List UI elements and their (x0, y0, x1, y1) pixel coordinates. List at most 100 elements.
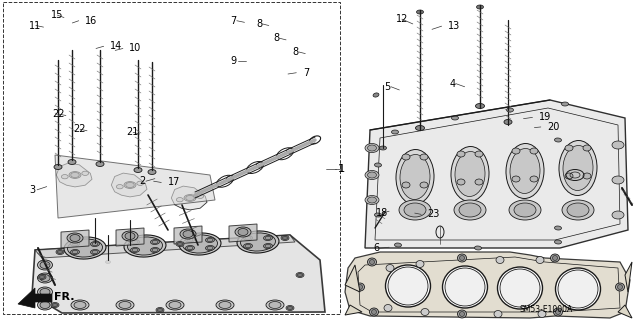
Ellipse shape (494, 310, 502, 317)
Ellipse shape (179, 233, 221, 255)
Ellipse shape (445, 268, 485, 306)
Ellipse shape (536, 256, 544, 263)
Ellipse shape (402, 182, 410, 188)
Ellipse shape (558, 270, 598, 308)
Ellipse shape (392, 130, 399, 134)
Ellipse shape (287, 307, 292, 309)
Ellipse shape (131, 240, 140, 244)
Ellipse shape (612, 141, 624, 149)
Ellipse shape (40, 301, 50, 308)
Ellipse shape (183, 231, 193, 238)
Ellipse shape (180, 229, 196, 239)
Text: 13: 13 (448, 21, 460, 31)
Polygon shape (35, 235, 295, 258)
Ellipse shape (451, 116, 458, 120)
Ellipse shape (374, 213, 381, 217)
Ellipse shape (205, 246, 214, 250)
Ellipse shape (186, 246, 195, 250)
Ellipse shape (52, 303, 58, 307)
Ellipse shape (92, 242, 98, 246)
Ellipse shape (475, 179, 483, 185)
Text: 4: 4 (449, 78, 456, 89)
Polygon shape (116, 228, 144, 246)
Ellipse shape (207, 246, 213, 250)
Polygon shape (345, 305, 362, 315)
Ellipse shape (281, 235, 289, 241)
Ellipse shape (72, 242, 78, 246)
Ellipse shape (530, 148, 538, 154)
Ellipse shape (618, 285, 623, 290)
Ellipse shape (556, 309, 561, 315)
Ellipse shape (374, 163, 381, 167)
Text: 20: 20 (547, 122, 559, 132)
Ellipse shape (476, 103, 484, 108)
Ellipse shape (365, 170, 379, 180)
Ellipse shape (70, 234, 80, 241)
Ellipse shape (358, 285, 362, 290)
Ellipse shape (245, 236, 251, 240)
Ellipse shape (367, 145, 376, 151)
Text: SM53-E1000A: SM53-E1000A (520, 305, 573, 314)
Ellipse shape (177, 242, 182, 246)
Ellipse shape (71, 173, 79, 178)
Ellipse shape (131, 248, 140, 253)
Ellipse shape (583, 173, 591, 179)
Ellipse shape (132, 240, 138, 244)
Ellipse shape (40, 276, 45, 278)
Polygon shape (625, 262, 632, 292)
Polygon shape (61, 230, 89, 248)
Text: 15: 15 (51, 10, 63, 20)
Ellipse shape (116, 300, 134, 310)
Ellipse shape (296, 272, 304, 278)
Ellipse shape (148, 169, 156, 174)
Ellipse shape (184, 195, 196, 201)
Ellipse shape (127, 237, 163, 255)
Text: 10: 10 (129, 43, 141, 54)
Ellipse shape (442, 266, 488, 308)
Ellipse shape (182, 235, 218, 253)
Ellipse shape (106, 261, 111, 263)
Ellipse shape (125, 182, 134, 188)
Ellipse shape (266, 300, 284, 310)
Ellipse shape (496, 256, 504, 263)
Ellipse shape (563, 145, 593, 190)
Ellipse shape (475, 151, 483, 157)
Ellipse shape (565, 173, 573, 179)
Ellipse shape (556, 268, 600, 310)
Ellipse shape (497, 267, 543, 309)
Ellipse shape (90, 249, 99, 255)
Ellipse shape (402, 154, 410, 160)
Text: 16: 16 (85, 16, 97, 26)
Ellipse shape (40, 288, 50, 295)
Polygon shape (172, 186, 207, 210)
Ellipse shape (150, 248, 159, 253)
Ellipse shape (56, 249, 64, 255)
Ellipse shape (219, 301, 231, 308)
Ellipse shape (68, 160, 76, 165)
Ellipse shape (245, 244, 251, 248)
Text: 22: 22 (74, 124, 86, 134)
Ellipse shape (54, 165, 62, 169)
Ellipse shape (61, 174, 68, 179)
Ellipse shape (67, 239, 102, 257)
Text: 19: 19 (539, 112, 551, 122)
Text: 21: 21 (127, 127, 139, 137)
Ellipse shape (388, 267, 428, 305)
Polygon shape (55, 155, 215, 218)
Ellipse shape (612, 176, 624, 184)
Ellipse shape (177, 197, 183, 202)
Ellipse shape (384, 305, 392, 311)
Ellipse shape (550, 254, 559, 262)
Ellipse shape (124, 182, 136, 189)
Ellipse shape (554, 226, 561, 230)
Ellipse shape (238, 228, 248, 235)
Ellipse shape (500, 269, 540, 307)
Ellipse shape (583, 145, 591, 151)
Ellipse shape (415, 125, 424, 130)
Ellipse shape (90, 241, 99, 247)
Ellipse shape (455, 152, 485, 197)
Ellipse shape (458, 310, 467, 318)
Ellipse shape (454, 200, 486, 220)
Text: 6: 6 (373, 243, 380, 253)
Ellipse shape (134, 167, 142, 173)
